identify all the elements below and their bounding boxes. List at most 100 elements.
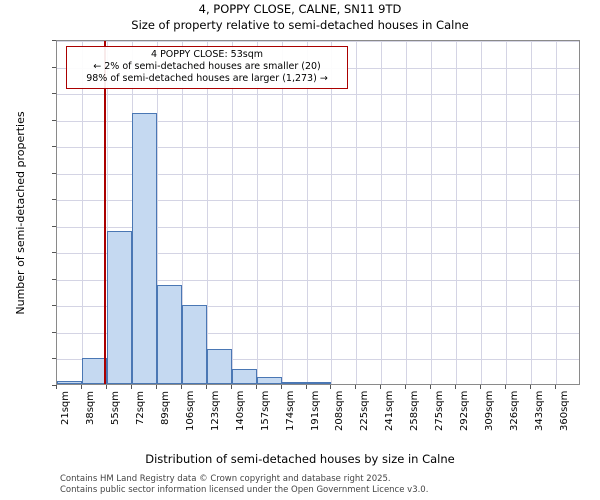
x-tick-label: 191sqm	[309, 390, 321, 431]
chart-subtitle: Size of property relative to semi-detach…	[131, 18, 469, 32]
annotation-box: 4 POPPY CLOSE: 53sqm ← 2% of semi-detach…	[66, 46, 348, 89]
y-tick-mark	[52, 119, 56, 121]
x-tick-label: 157sqm	[259, 390, 271, 431]
grid-line-h	[57, 359, 579, 361]
x-tick-label: 326sqm	[509, 390, 521, 431]
x-tick-mark	[530, 385, 532, 389]
grid-line-v	[406, 41, 408, 384]
bar	[306, 382, 332, 384]
x-axis-label: Distribution of semi-detached houses by …	[145, 452, 455, 466]
y-tick-mark	[52, 385, 56, 386]
grid-line-v	[231, 41, 233, 384]
y-tick-mark	[52, 252, 56, 254]
grid-line-v	[331, 41, 333, 384]
x-tick-label: 106sqm	[184, 390, 196, 431]
x-tick-mark	[380, 385, 382, 389]
x-tick-mark	[355, 385, 357, 389]
footer-line-2: Contains public sector information licen…	[60, 485, 429, 495]
y-tick-mark	[52, 93, 56, 95]
y-tick-mark	[52, 358, 56, 360]
grid-line-h	[57, 253, 579, 255]
y-tick-mark	[52, 66, 56, 68]
y-tick-mark	[52, 278, 56, 280]
grid-line-h	[57, 332, 579, 334]
y-tick-mark	[52, 40, 56, 41]
bar	[231, 369, 257, 384]
x-tick-mark	[405, 385, 407, 389]
grid-line-v	[281, 41, 283, 384]
y-axis-label: Number of semi-detached properties	[14, 110, 27, 315]
chart-title: 4, POPPY CLOSE, CALNE, SN11 9TD	[198, 2, 402, 16]
x-tick-mark	[555, 385, 557, 389]
x-tick-label: 72sqm	[134, 391, 146, 426]
annotation-line-3: 98% of semi-detached houses are larger (…	[86, 73, 328, 84]
x-tick-label: 38sqm	[84, 391, 96, 426]
x-tick-mark	[80, 385, 82, 389]
grid-line-v	[81, 41, 83, 384]
x-tick-mark	[255, 385, 257, 389]
x-tick-label: 258sqm	[409, 390, 421, 431]
x-tick-label: 89sqm	[159, 391, 171, 426]
property-marker-line	[103, 41, 106, 384]
grid-line-v	[306, 41, 308, 384]
bar	[131, 113, 157, 384]
grid-line-v	[531, 41, 533, 384]
x-tick-label: 225sqm	[359, 390, 371, 431]
x-tick-mark	[105, 385, 107, 389]
x-tick-mark	[480, 385, 482, 389]
y-tick-mark	[52, 146, 56, 148]
grid-line-v	[156, 41, 158, 384]
grid-line-v	[481, 41, 483, 384]
annotation-line-2: ← 2% of semi-detached houses are smaller…	[93, 61, 321, 72]
grid-line-h	[57, 173, 579, 175]
grid-line-v	[256, 41, 258, 384]
y-tick-mark	[52, 172, 56, 174]
grid-line-h	[57, 226, 579, 228]
x-tick-mark	[56, 385, 57, 389]
grid-line-h	[57, 306, 579, 308]
y-tick-mark	[52, 199, 56, 201]
x-tick-label: 174sqm	[284, 390, 296, 431]
grid-line-v	[506, 41, 508, 384]
x-tick-mark	[230, 385, 232, 389]
grid-line-h	[57, 41, 579, 42]
bar	[57, 381, 82, 384]
bar	[81, 358, 107, 384]
x-tick-mark	[130, 385, 132, 389]
plot-area	[56, 40, 580, 385]
x-tick-label: 275sqm	[434, 390, 446, 431]
bar	[206, 348, 232, 384]
grid-line-v	[206, 41, 208, 384]
x-tick-mark	[455, 385, 457, 389]
y-tick-mark	[52, 331, 56, 333]
grid-line-v	[381, 41, 383, 384]
grid-line-v	[356, 41, 358, 384]
grid-line-h	[57, 200, 579, 202]
footer-line-1: Contains HM Land Registry data © Crown c…	[60, 474, 391, 484]
y-tick-mark	[52, 225, 56, 227]
x-tick-label: 292sqm	[459, 390, 471, 431]
x-tick-mark	[430, 385, 432, 389]
grid-line-h	[57, 94, 579, 96]
y-tick-mark	[52, 305, 56, 307]
grid-line-h	[57, 147, 579, 149]
x-tick-mark	[280, 385, 282, 389]
annotation-line-1: 4 POPPY CLOSE: 53sqm	[151, 49, 263, 60]
x-tick-label: 343sqm	[534, 390, 546, 431]
bar	[256, 377, 282, 384]
grid-line-h	[57, 279, 579, 281]
x-tick-label: 241sqm	[384, 390, 396, 431]
x-tick-mark	[330, 385, 332, 389]
x-tick-label: 21sqm	[60, 391, 71, 426]
x-tick-label: 309sqm	[484, 390, 496, 431]
x-tick-label: 140sqm	[234, 390, 246, 431]
grid-line-h	[57, 120, 579, 122]
x-tick-label: 55sqm	[109, 391, 121, 426]
x-tick-mark	[505, 385, 507, 389]
grid-lines	[57, 41, 579, 384]
x-tick-label: 360sqm	[559, 390, 571, 431]
bar	[281, 381, 307, 384]
grid-line-v	[181, 41, 183, 384]
x-tick-mark	[180, 385, 182, 389]
x-tick-mark	[205, 385, 207, 389]
